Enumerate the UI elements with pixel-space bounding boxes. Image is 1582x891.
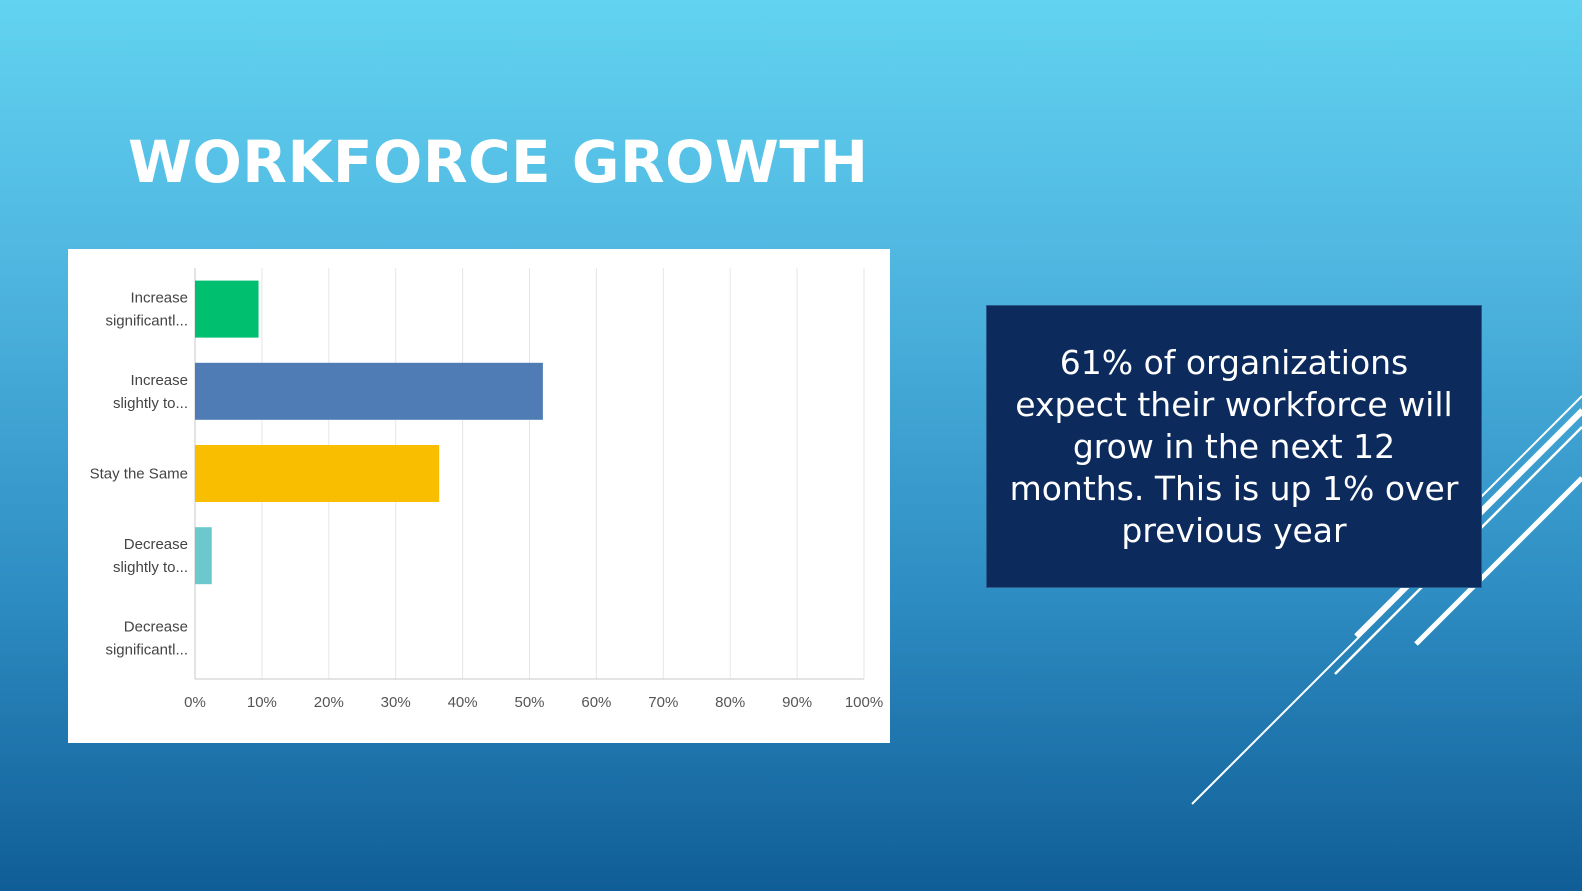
x-tick-label: 20% [314, 694, 344, 711]
slide-title: WORKFORCE GROWTH [128, 128, 869, 196]
x-tick-label: 50% [514, 694, 544, 711]
x-tick-label: 60% [581, 694, 611, 711]
category-label: Decrease [124, 618, 188, 635]
horizontal-bar-chart: 0% 10% 20% 30% 40% 50% 60% 70% 80% 90% 100% Increas… [90, 268, 883, 711]
category-label: Stay the Same [90, 466, 188, 483]
callout-text: 61% of organizations expect their workfo… [1009, 342, 1459, 550]
category-label: significantl... [105, 313, 188, 330]
category-label: Increase [130, 372, 188, 389]
x-tick-label: 100% [845, 694, 883, 711]
bar [195, 527, 212, 585]
category-label: Decrease [124, 536, 188, 553]
callout-box: 61% of organizations expect their workfo… [986, 305, 1482, 588]
x-tick-label: 30% [381, 694, 411, 711]
category-label: Increase [130, 290, 188, 307]
x-tick-label: 10% [247, 694, 277, 711]
x-tick-label: 70% [648, 694, 678, 711]
category-label: slightly to... [113, 395, 188, 412]
bar [195, 362, 543, 420]
category-label: significantl... [105, 641, 188, 658]
bar [195, 445, 440, 502]
chart-panel: 0% 10% 20% 30% 40% 50% 60% 70% 80% 90% 100% Increas… [68, 249, 890, 743]
x-tick-label: 90% [782, 694, 812, 711]
category-label: slightly to... [113, 559, 188, 576]
bar [195, 280, 259, 338]
x-tick-label: 0% [184, 694, 206, 711]
x-tick-label: 40% [448, 694, 478, 711]
x-tick-label: 80% [715, 694, 745, 711]
